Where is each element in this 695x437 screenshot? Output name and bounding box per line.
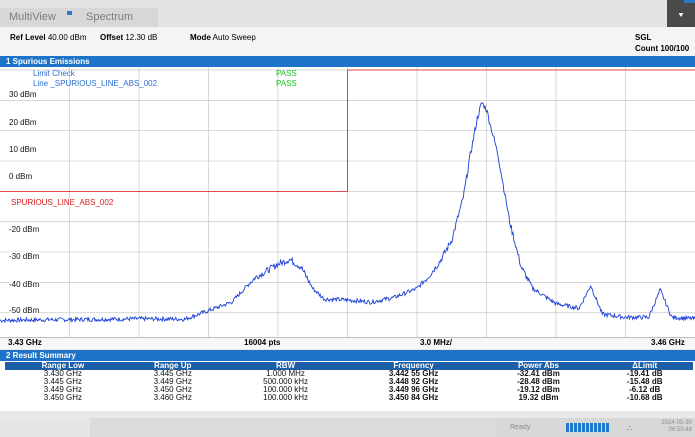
y-tick-label: -30 dBm (9, 252, 40, 261)
cell-rbw: 100.000 kHz (263, 385, 309, 394)
offset-value: 12.30 dB (125, 33, 158, 42)
sgl-indicator: SGL (635, 33, 652, 42)
cell-frequency: 3.450 84 GHz (388, 393, 439, 402)
diagram-title[interactable]: 1 Spurious Emissions (0, 56, 695, 67)
cell-power-abs: -19.12 dBm (517, 385, 560, 394)
column-header-range-up: Range Up (120, 362, 225, 370)
y-tick-label: 30 dBm (9, 90, 37, 99)
cell-range-up: 3.460 GHz (153, 393, 192, 402)
table-row[interactable]: 3.449 GHz 3.450 GHz 100.000 kHz 3.449 96… (5, 386, 693, 394)
column-header-rbw: RBW (224, 362, 347, 370)
tab-spectrum[interactable]: Spectrum (76, 8, 158, 27)
cell-delta-limit: -10.68 dB (626, 393, 663, 402)
x-axis-footer (0, 337, 695, 349)
offset-label: Offset (100, 33, 124, 42)
cell-delta-limit: -19.41 dB (626, 369, 663, 378)
limit-line-result: PASS (276, 79, 297, 88)
cell-power-abs: -28.48 dBm (517, 377, 560, 386)
cell-power-abs: 19.32 dBm (518, 393, 559, 402)
cell-range-low: 3.430 GHz (43, 369, 83, 378)
mode-label: Mode (190, 33, 211, 42)
sweep-points: 16004 pts (244, 338, 281, 347)
cell-rbw: 1.000 MHz (266, 369, 305, 378)
status-message-panel (90, 418, 495, 437)
y-tick-label: -40 dBm (9, 280, 40, 289)
cell-frequency: 3.449 96 GHz (388, 385, 439, 394)
status-left-panel[interactable] (0, 418, 90, 437)
cell-rbw: 100.000 kHz (263, 393, 309, 402)
ready-status: Ready (510, 424, 531, 431)
column-header-range-low: Range Low (5, 362, 121, 370)
y-tick-label: -50 dBm (9, 306, 40, 315)
cell-delta-limit: -15.48 dB (626, 377, 663, 386)
menu-button[interactable] (667, 0, 695, 27)
cell-rbw: 500.000 kHz (263, 377, 309, 386)
ref-level-label: Ref Level (10, 33, 46, 42)
cell-range-up: 3.445 GHz (153, 369, 192, 378)
table-row[interactable]: 3.430 GHz 3.445 GHz 1.000 MHz 3.442 55 G… (5, 370, 693, 378)
limit-line (0, 69, 695, 192)
y-tick-label: -20 dBm (9, 225, 40, 234)
span-per-division: 3.0 MHz/ (420, 338, 453, 347)
sweep-progress-bar (566, 423, 610, 432)
y-tick-label: 0 dBm (9, 172, 33, 181)
cell-range-up: 3.450 GHz (153, 385, 192, 394)
table-row[interactable]: 3.450 GHz 3.460 GHz 100.000 kHz 3.450 84… (5, 394, 693, 402)
cell-range-up: 3.449 GHz (153, 377, 192, 386)
spectrum-chart (0, 67, 695, 337)
status-time: 06:50:48 (668, 427, 692, 433)
table-header-row: Range Low Range Up RBW Frequency Power A… (5, 362, 693, 370)
limit-check-result: PASS (276, 69, 297, 78)
x-start-frequency: 3.43 GHz (8, 338, 42, 347)
chevron-down-icon (678, 13, 684, 17)
limit-line-label: Line _SPURIOUS_LINE_ABS_002 (33, 79, 158, 88)
tab-multiview[interactable]: MultiView (0, 8, 76, 27)
sweep-count: Count 100/100 (635, 44, 690, 53)
sweep-mode[interactable]: Mode Auto Sweep (190, 33, 256, 42)
cell-range-low: 3.449 GHz (43, 385, 83, 394)
status-date: 2024-05-30 (661, 420, 692, 426)
cell-range-low: 3.445 GHz (43, 377, 83, 386)
cell-frequency: 3.448 92 GHz (388, 377, 439, 386)
result-summary-title[interactable]: 2 Result Summary (0, 350, 695, 361)
table-row[interactable]: 3.445 GHz 3.449 GHz 500.000 kHz 3.448 92… (5, 378, 693, 386)
column-header-frequency: Frequency (346, 362, 481, 370)
cell-power-abs: -32.41 dBm (517, 369, 560, 378)
cell-range-low: 3.450 GHz (43, 393, 83, 402)
corner-indicator-icon (684, 0, 695, 3)
mode-value: Auto Sweep (212, 33, 256, 42)
network-icon: ∴ (627, 424, 633, 433)
tab-indicator-icon (67, 11, 72, 15)
cell-delta-limit: -6.12 dB (629, 385, 661, 394)
column-header-delta-limit: ΔLimit (596, 362, 693, 370)
ref-level-value: 40.00 dBm (47, 33, 87, 42)
y-tick-label: 20 dBm (9, 118, 37, 127)
date-time: 2024-05-30 06:50:48 (648, 420, 692, 434)
limit-check-label: Limit Check (33, 69, 75, 78)
result-summary-table: Range Low Range Up RBW Frequency Power A… (5, 362, 693, 402)
y-tick-label: 10 dBm (9, 145, 37, 154)
settings-bar (0, 27, 695, 56)
cell-frequency: 3.442 55 GHz (388, 369, 439, 378)
x-stop-frequency: 3.46 GHz (651, 338, 685, 347)
column-header-power-abs: Power Abs (480, 362, 597, 370)
offset[interactable]: Offset 12.30 dB (100, 33, 157, 42)
limit-line-name: SPURIOUS_LINE_ABS_002 (11, 198, 114, 207)
ref-level[interactable]: Ref Level 40.00 dBm (10, 33, 87, 42)
trace-line (0, 102, 695, 324)
